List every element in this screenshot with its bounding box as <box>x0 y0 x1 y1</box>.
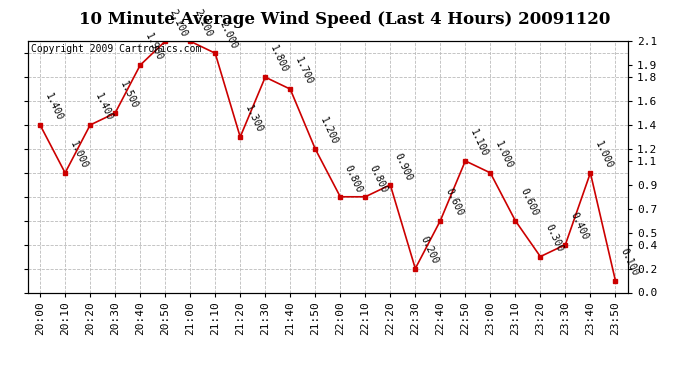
Text: 0.100: 0.100 <box>618 247 640 278</box>
Text: 0.400: 0.400 <box>568 211 590 242</box>
Text: 1.300: 1.300 <box>243 104 264 134</box>
Text: 1.800: 1.800 <box>268 44 290 74</box>
Text: 1.200: 1.200 <box>318 115 339 146</box>
Text: 1.400: 1.400 <box>43 92 64 122</box>
Text: Copyright 2009 Cartronics.com: Copyright 2009 Cartronics.com <box>30 44 201 54</box>
Text: 2.100: 2.100 <box>193 8 215 39</box>
Text: 0.800: 0.800 <box>343 163 364 194</box>
Text: 0.200: 0.200 <box>418 235 440 266</box>
Text: 1.500: 1.500 <box>118 80 139 110</box>
Text: 1.900: 1.900 <box>143 32 164 62</box>
Text: 1.000: 1.000 <box>493 139 515 170</box>
Text: 0.900: 0.900 <box>393 151 415 182</box>
Text: 0.600: 0.600 <box>443 187 464 218</box>
Text: 1.100: 1.100 <box>468 127 490 158</box>
Text: 1.700: 1.700 <box>293 56 315 86</box>
Text: 2.000: 2.000 <box>218 20 239 50</box>
Text: 1.400: 1.400 <box>93 92 115 122</box>
Text: 2.100: 2.100 <box>168 8 190 39</box>
Text: 0.300: 0.300 <box>543 223 564 254</box>
Text: 0.600: 0.600 <box>518 187 540 218</box>
Text: 10 Minute Average Wind Speed (Last 4 Hours) 20091120: 10 Minute Average Wind Speed (Last 4 Hou… <box>79 11 611 28</box>
Text: 1.000: 1.000 <box>68 139 90 170</box>
Text: 1.000: 1.000 <box>593 139 615 170</box>
Text: 0.800: 0.800 <box>368 163 390 194</box>
